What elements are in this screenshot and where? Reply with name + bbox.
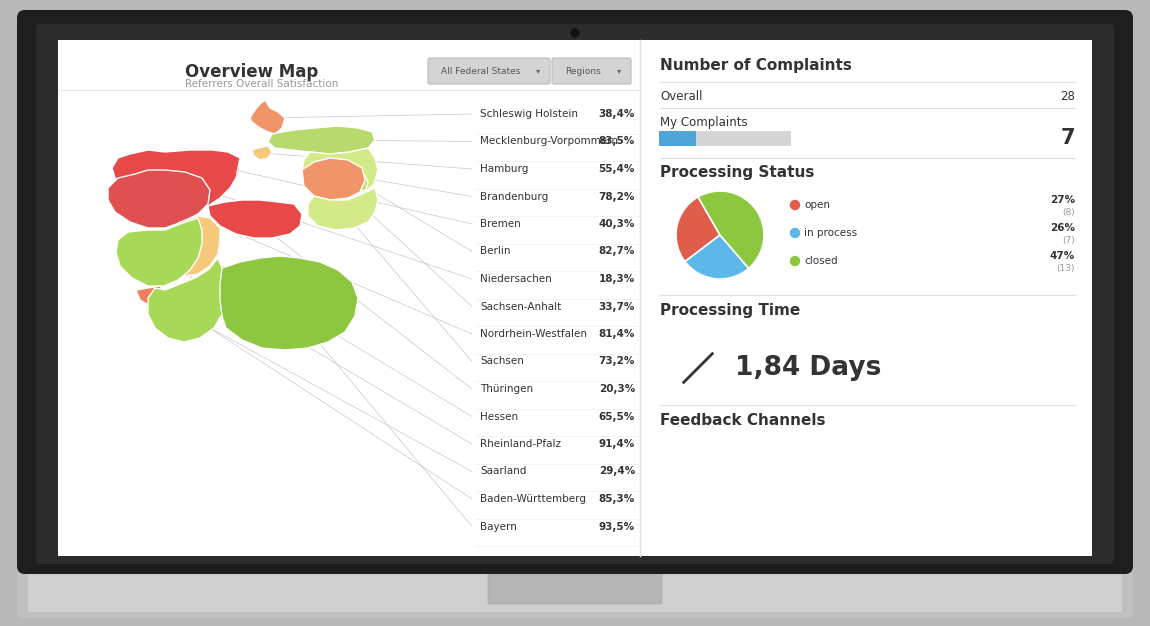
Text: Regions: Regions bbox=[566, 66, 601, 76]
Text: Referrers Overall Satisfaction: Referrers Overall Satisfaction bbox=[185, 79, 338, 89]
Text: Processing Status: Processing Status bbox=[660, 165, 814, 180]
Text: 47%: 47% bbox=[1050, 251, 1075, 261]
Text: (7): (7) bbox=[1063, 237, 1075, 245]
Text: 18,3%: 18,3% bbox=[599, 274, 635, 284]
FancyBboxPatch shape bbox=[659, 131, 696, 146]
Text: Hessen: Hessen bbox=[480, 411, 519, 421]
Text: 38,4%: 38,4% bbox=[599, 109, 635, 119]
Text: Overview Map: Overview Map bbox=[185, 63, 319, 81]
Text: 27%: 27% bbox=[1050, 195, 1075, 205]
Text: Baden-Württemberg: Baden-Württemberg bbox=[480, 494, 586, 504]
Text: Schleswig Holstein: Schleswig Holstein bbox=[480, 109, 578, 119]
Text: 83,5%: 83,5% bbox=[599, 136, 635, 146]
Text: 33,7%: 33,7% bbox=[599, 302, 635, 312]
Text: Rheinland-Pfalz: Rheinland-Pfalz bbox=[480, 439, 561, 449]
Text: 7: 7 bbox=[1060, 128, 1075, 148]
Text: 82,7%: 82,7% bbox=[599, 247, 635, 257]
FancyBboxPatch shape bbox=[488, 572, 662, 604]
Circle shape bbox=[790, 200, 799, 210]
FancyBboxPatch shape bbox=[659, 131, 791, 146]
Text: ▾: ▾ bbox=[536, 66, 540, 76]
Text: Bremen: Bremen bbox=[480, 219, 521, 229]
Text: 81,4%: 81,4% bbox=[599, 329, 635, 339]
Text: 20,3%: 20,3% bbox=[599, 384, 635, 394]
FancyBboxPatch shape bbox=[17, 10, 1133, 574]
Text: Brandenburg: Brandenburg bbox=[480, 192, 549, 202]
Text: Processing Time: Processing Time bbox=[660, 303, 800, 318]
Text: Hamburg: Hamburg bbox=[480, 164, 528, 174]
Text: 91,4%: 91,4% bbox=[599, 439, 635, 449]
Text: Nordrhein-Westfalen: Nordrhein-Westfalen bbox=[480, 329, 586, 339]
Text: Saarland: Saarland bbox=[480, 466, 527, 476]
Text: ▾: ▾ bbox=[616, 66, 621, 76]
Text: All Federal States: All Federal States bbox=[442, 66, 521, 76]
Text: Niedersachen: Niedersachen bbox=[480, 274, 552, 284]
Text: Feedback Channels: Feedback Channels bbox=[660, 413, 826, 428]
Text: closed: closed bbox=[804, 256, 837, 266]
Text: (13): (13) bbox=[1057, 265, 1075, 274]
Circle shape bbox=[790, 257, 799, 265]
FancyBboxPatch shape bbox=[36, 24, 1114, 564]
Text: My Complaints: My Complaints bbox=[660, 116, 748, 129]
Text: 1,84 Days: 1,84 Days bbox=[735, 355, 881, 381]
FancyBboxPatch shape bbox=[552, 58, 631, 84]
Wedge shape bbox=[676, 197, 720, 262]
Text: 73,2%: 73,2% bbox=[599, 356, 635, 366]
FancyBboxPatch shape bbox=[428, 58, 550, 84]
Text: 85,3%: 85,3% bbox=[599, 494, 635, 504]
Text: Bayern: Bayern bbox=[480, 521, 516, 531]
Text: Thüringen: Thüringen bbox=[480, 384, 534, 394]
Circle shape bbox=[790, 228, 799, 237]
FancyBboxPatch shape bbox=[28, 560, 1122, 612]
Text: 78,2%: 78,2% bbox=[599, 192, 635, 202]
Text: 29,4%: 29,4% bbox=[599, 466, 635, 476]
Text: Berlin: Berlin bbox=[480, 247, 511, 257]
Text: (8): (8) bbox=[1063, 208, 1075, 217]
Text: Sachsen: Sachsen bbox=[480, 356, 524, 366]
Text: in process: in process bbox=[804, 228, 857, 238]
Text: Sachsen-Anhalt: Sachsen-Anhalt bbox=[480, 302, 561, 312]
Text: Number of Complaints: Number of Complaints bbox=[660, 58, 852, 73]
Text: 93,5%: 93,5% bbox=[599, 521, 635, 531]
Text: 55,4%: 55,4% bbox=[599, 164, 635, 174]
Text: Mecklenburg-Vorpommern: Mecklenburg-Vorpommern bbox=[480, 136, 618, 146]
Text: open: open bbox=[804, 200, 830, 210]
FancyBboxPatch shape bbox=[17, 557, 1133, 618]
Wedge shape bbox=[685, 235, 749, 279]
Text: 65,5%: 65,5% bbox=[599, 411, 635, 421]
Text: 40,3%: 40,3% bbox=[599, 219, 635, 229]
FancyBboxPatch shape bbox=[58, 40, 1092, 556]
Circle shape bbox=[572, 29, 578, 37]
Text: 28: 28 bbox=[1060, 90, 1075, 103]
FancyBboxPatch shape bbox=[58, 40, 1092, 556]
Wedge shape bbox=[698, 191, 764, 269]
Text: Overall: Overall bbox=[660, 90, 703, 103]
Text: 26%: 26% bbox=[1050, 223, 1075, 233]
